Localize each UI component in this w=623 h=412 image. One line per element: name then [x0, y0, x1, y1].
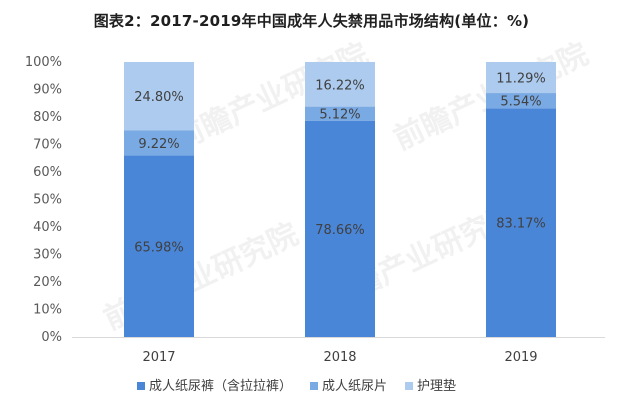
y-tick-label: 40% — [33, 220, 62, 235]
legend-label: 成人纸尿裤（含拉拉裤） — [149, 378, 292, 394]
data-label: 11.29% — [496, 72, 546, 87]
bar-segment — [124, 155, 194, 337]
data-label: 5.12% — [319, 108, 360, 123]
y-tick-label: 50% — [33, 193, 62, 208]
y-tick-label: 80% — [33, 110, 62, 125]
data-label: 65.98% — [134, 240, 184, 255]
bar-segment — [124, 62, 194, 131]
chart-title: 图表2：2017-2019年中国成年人失禁用品市场结构(单位：%) — [93, 12, 530, 30]
bar-segment — [305, 106, 375, 121]
bar-segment — [486, 93, 556, 109]
data-label: 24.80% — [134, 90, 184, 105]
y-tick-label: 100% — [25, 55, 62, 70]
legend-swatch — [137, 382, 145, 390]
y-tick-label: 70% — [33, 138, 62, 153]
x-tick-label: 2017 — [142, 350, 175, 365]
x-tick-label: 2019 — [504, 350, 537, 365]
y-tick-label: 30% — [33, 248, 62, 263]
data-label: 83.17% — [496, 217, 546, 232]
y-tick-label: 20% — [33, 275, 62, 290]
bar-segment — [305, 120, 375, 337]
bar-segment — [124, 130, 194, 156]
legend-label: 护理垫 — [417, 378, 456, 394]
y-tick-label: 60% — [33, 165, 62, 180]
bar-segment — [486, 62, 556, 94]
legend-label: 成人纸尿片 — [322, 379, 387, 394]
bar-segment — [305, 62, 375, 107]
data-label: 16.22% — [315, 78, 365, 93]
y-tick-label: 0% — [41, 330, 62, 345]
legend-swatch — [310, 382, 319, 390]
data-label: 5.54% — [500, 95, 541, 110]
data-label: 9.22% — [138, 137, 179, 152]
data-label: 78.66% — [315, 223, 365, 238]
y-tick-label: 10% — [33, 303, 62, 318]
x-tick-label: 2018 — [323, 350, 356, 365]
y-tick-label: 90% — [33, 83, 62, 98]
bar-segment — [486, 108, 556, 337]
legend-swatch — [405, 382, 414, 390]
